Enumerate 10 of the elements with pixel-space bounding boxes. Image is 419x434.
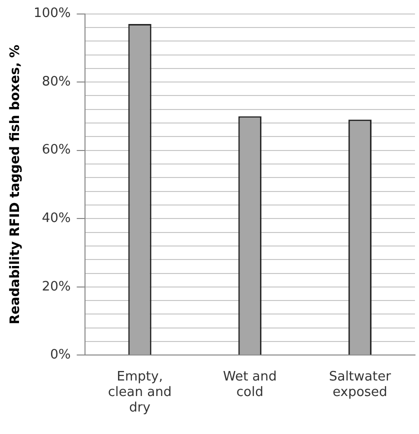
y-tick-label: 60% bbox=[42, 142, 71, 158]
x-tick-label: Saltwater exposed bbox=[328, 369, 392, 400]
y-tick-label: 80% bbox=[42, 74, 71, 90]
y-tick-label: 40% bbox=[42, 211, 71, 226]
y-axis-title: Readability RFID tagged fish boxes, % bbox=[8, 44, 24, 324]
y-tick-label: 0% bbox=[50, 348, 71, 363]
y-tick-label: 100% bbox=[34, 6, 71, 22]
y-tick-label: 20% bbox=[42, 279, 71, 294]
x-tick-label: Wet and cold bbox=[222, 369, 277, 400]
x-tick-label: Empty, clean and dry bbox=[108, 369, 172, 416]
